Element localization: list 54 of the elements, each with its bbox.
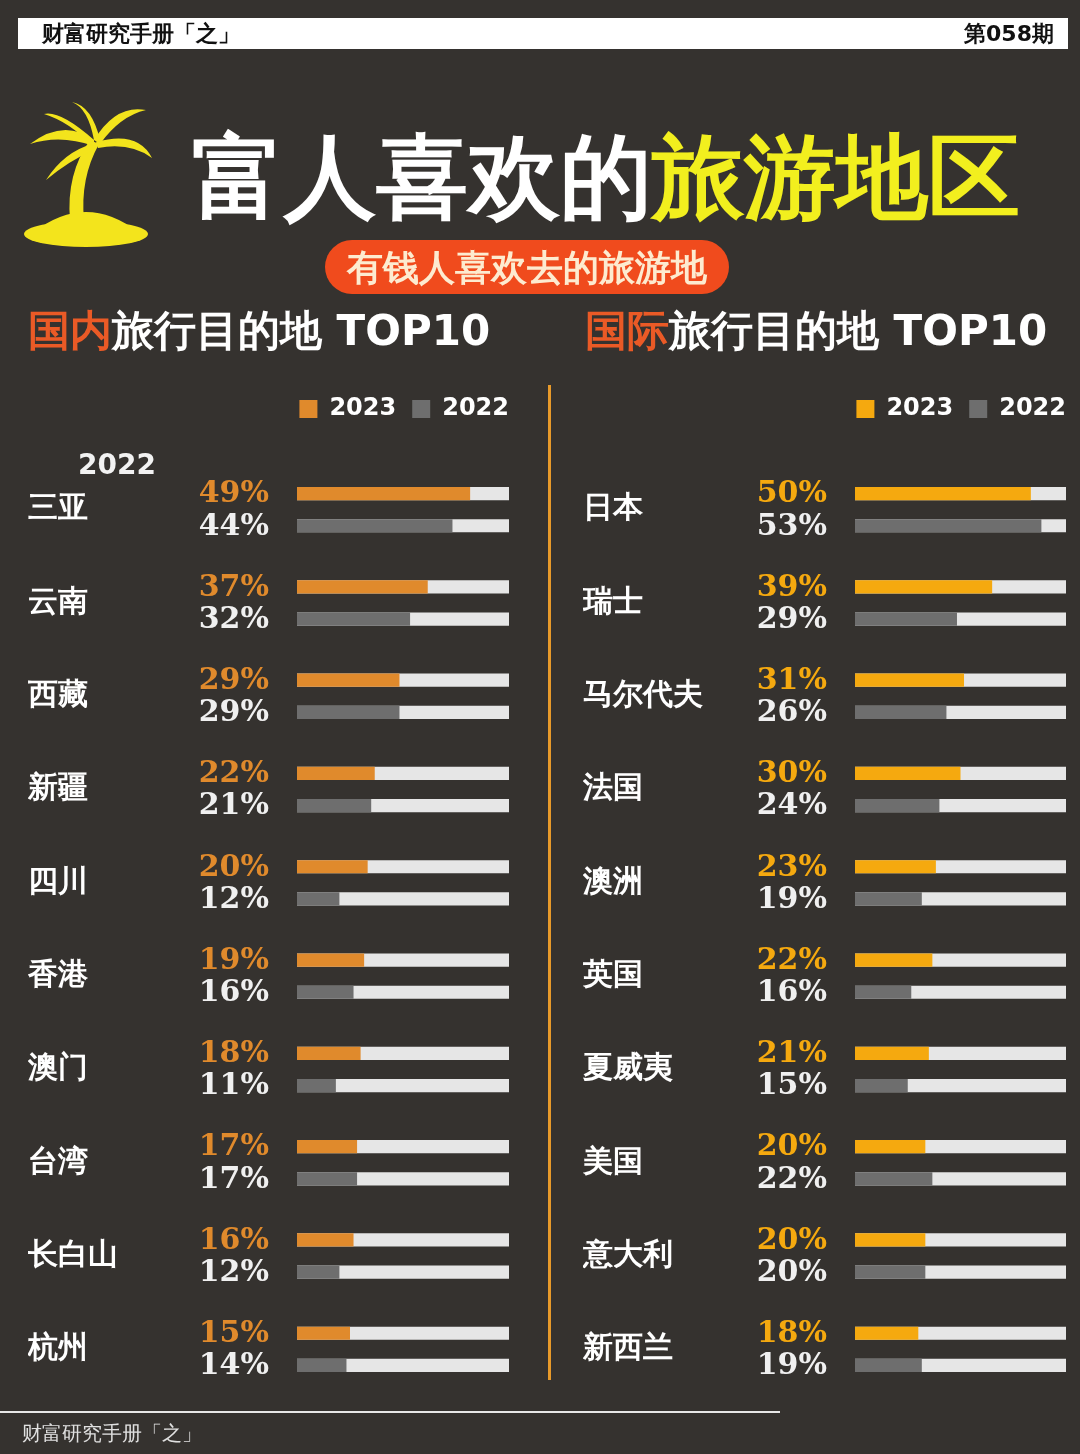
data-label: 16% bbox=[756, 973, 827, 1009]
bar bbox=[855, 1078, 908, 1093]
bar bbox=[297, 1140, 358, 1154]
data-label: 31% bbox=[756, 660, 827, 696]
legend-label: 2022 bbox=[442, 393, 509, 422]
data-label: 19% bbox=[198, 940, 269, 976]
y-tick-label: 西藏 bbox=[27, 676, 88, 712]
y-tick-label: 香港 bbox=[27, 955, 89, 991]
y-tick-label: 三亚 bbox=[28, 489, 88, 525]
bar bbox=[297, 1233, 354, 1247]
y-tick-label: 新西兰 bbox=[582, 1329, 673, 1365]
bar bbox=[855, 1358, 922, 1373]
bar bbox=[297, 985, 354, 999]
bar bbox=[297, 1078, 336, 1093]
text: 财富研究手册「之」 bbox=[22, 1420, 202, 1447]
y-tick-label: 法国 bbox=[582, 769, 643, 805]
data-label: 29% bbox=[198, 660, 269, 696]
y-tick-label: 新疆 bbox=[27, 769, 88, 805]
text: 2022 bbox=[78, 448, 156, 481]
data-label: 26% bbox=[756, 693, 827, 729]
bar bbox=[855, 1326, 919, 1340]
y-tick-label: 澳洲 bbox=[582, 862, 643, 898]
y-tick-label: 云南 bbox=[28, 582, 88, 618]
text: 财富研究手册「之」 bbox=[42, 20, 240, 47]
bar bbox=[297, 1265, 340, 1279]
y-tick-label: 台湾 bbox=[28, 1142, 88, 1178]
legend-label: 2023 bbox=[886, 393, 954, 422]
legend-label: 2022 bbox=[999, 393, 1066, 422]
y-tick-label: 英国 bbox=[582, 955, 643, 991]
bar bbox=[297, 1326, 350, 1340]
bar bbox=[297, 1046, 361, 1060]
y-tick-label: 夏威夷 bbox=[582, 1049, 673, 1085]
bar bbox=[297, 1358, 347, 1373]
y-tick-label: 日本 bbox=[583, 489, 644, 525]
bar bbox=[297, 892, 340, 906]
chart-title: 国内旅行目的地 TOP10 bbox=[28, 306, 491, 355]
text: 富人喜欢的旅游地区 bbox=[192, 124, 1020, 231]
bar bbox=[855, 985, 912, 999]
bar bbox=[297, 953, 365, 967]
y-tick-label: 马尔代夫 bbox=[583, 676, 703, 712]
legend-label: 2023 bbox=[329, 393, 397, 422]
y-tick-label: 美国 bbox=[582, 1142, 643, 1178]
y-tick-label: 瑞士 bbox=[582, 582, 643, 618]
bar bbox=[855, 892, 922, 906]
chart-title: 国际旅行目的地 TOP10 bbox=[585, 306, 1048, 355]
text: 有钱人喜欢去的旅游地 bbox=[325, 240, 729, 294]
y-tick-label: 四川 bbox=[28, 862, 88, 898]
data-label: 16% bbox=[198, 973, 269, 1009]
bar bbox=[297, 1172, 358, 1186]
text: 第058期 bbox=[964, 20, 1054, 47]
y-tick-label: 澳门 bbox=[27, 1049, 88, 1085]
data-label: 29% bbox=[198, 693, 269, 729]
data-label: 22% bbox=[756, 940, 827, 976]
y-tick-label: 长白山 bbox=[27, 1235, 118, 1271]
